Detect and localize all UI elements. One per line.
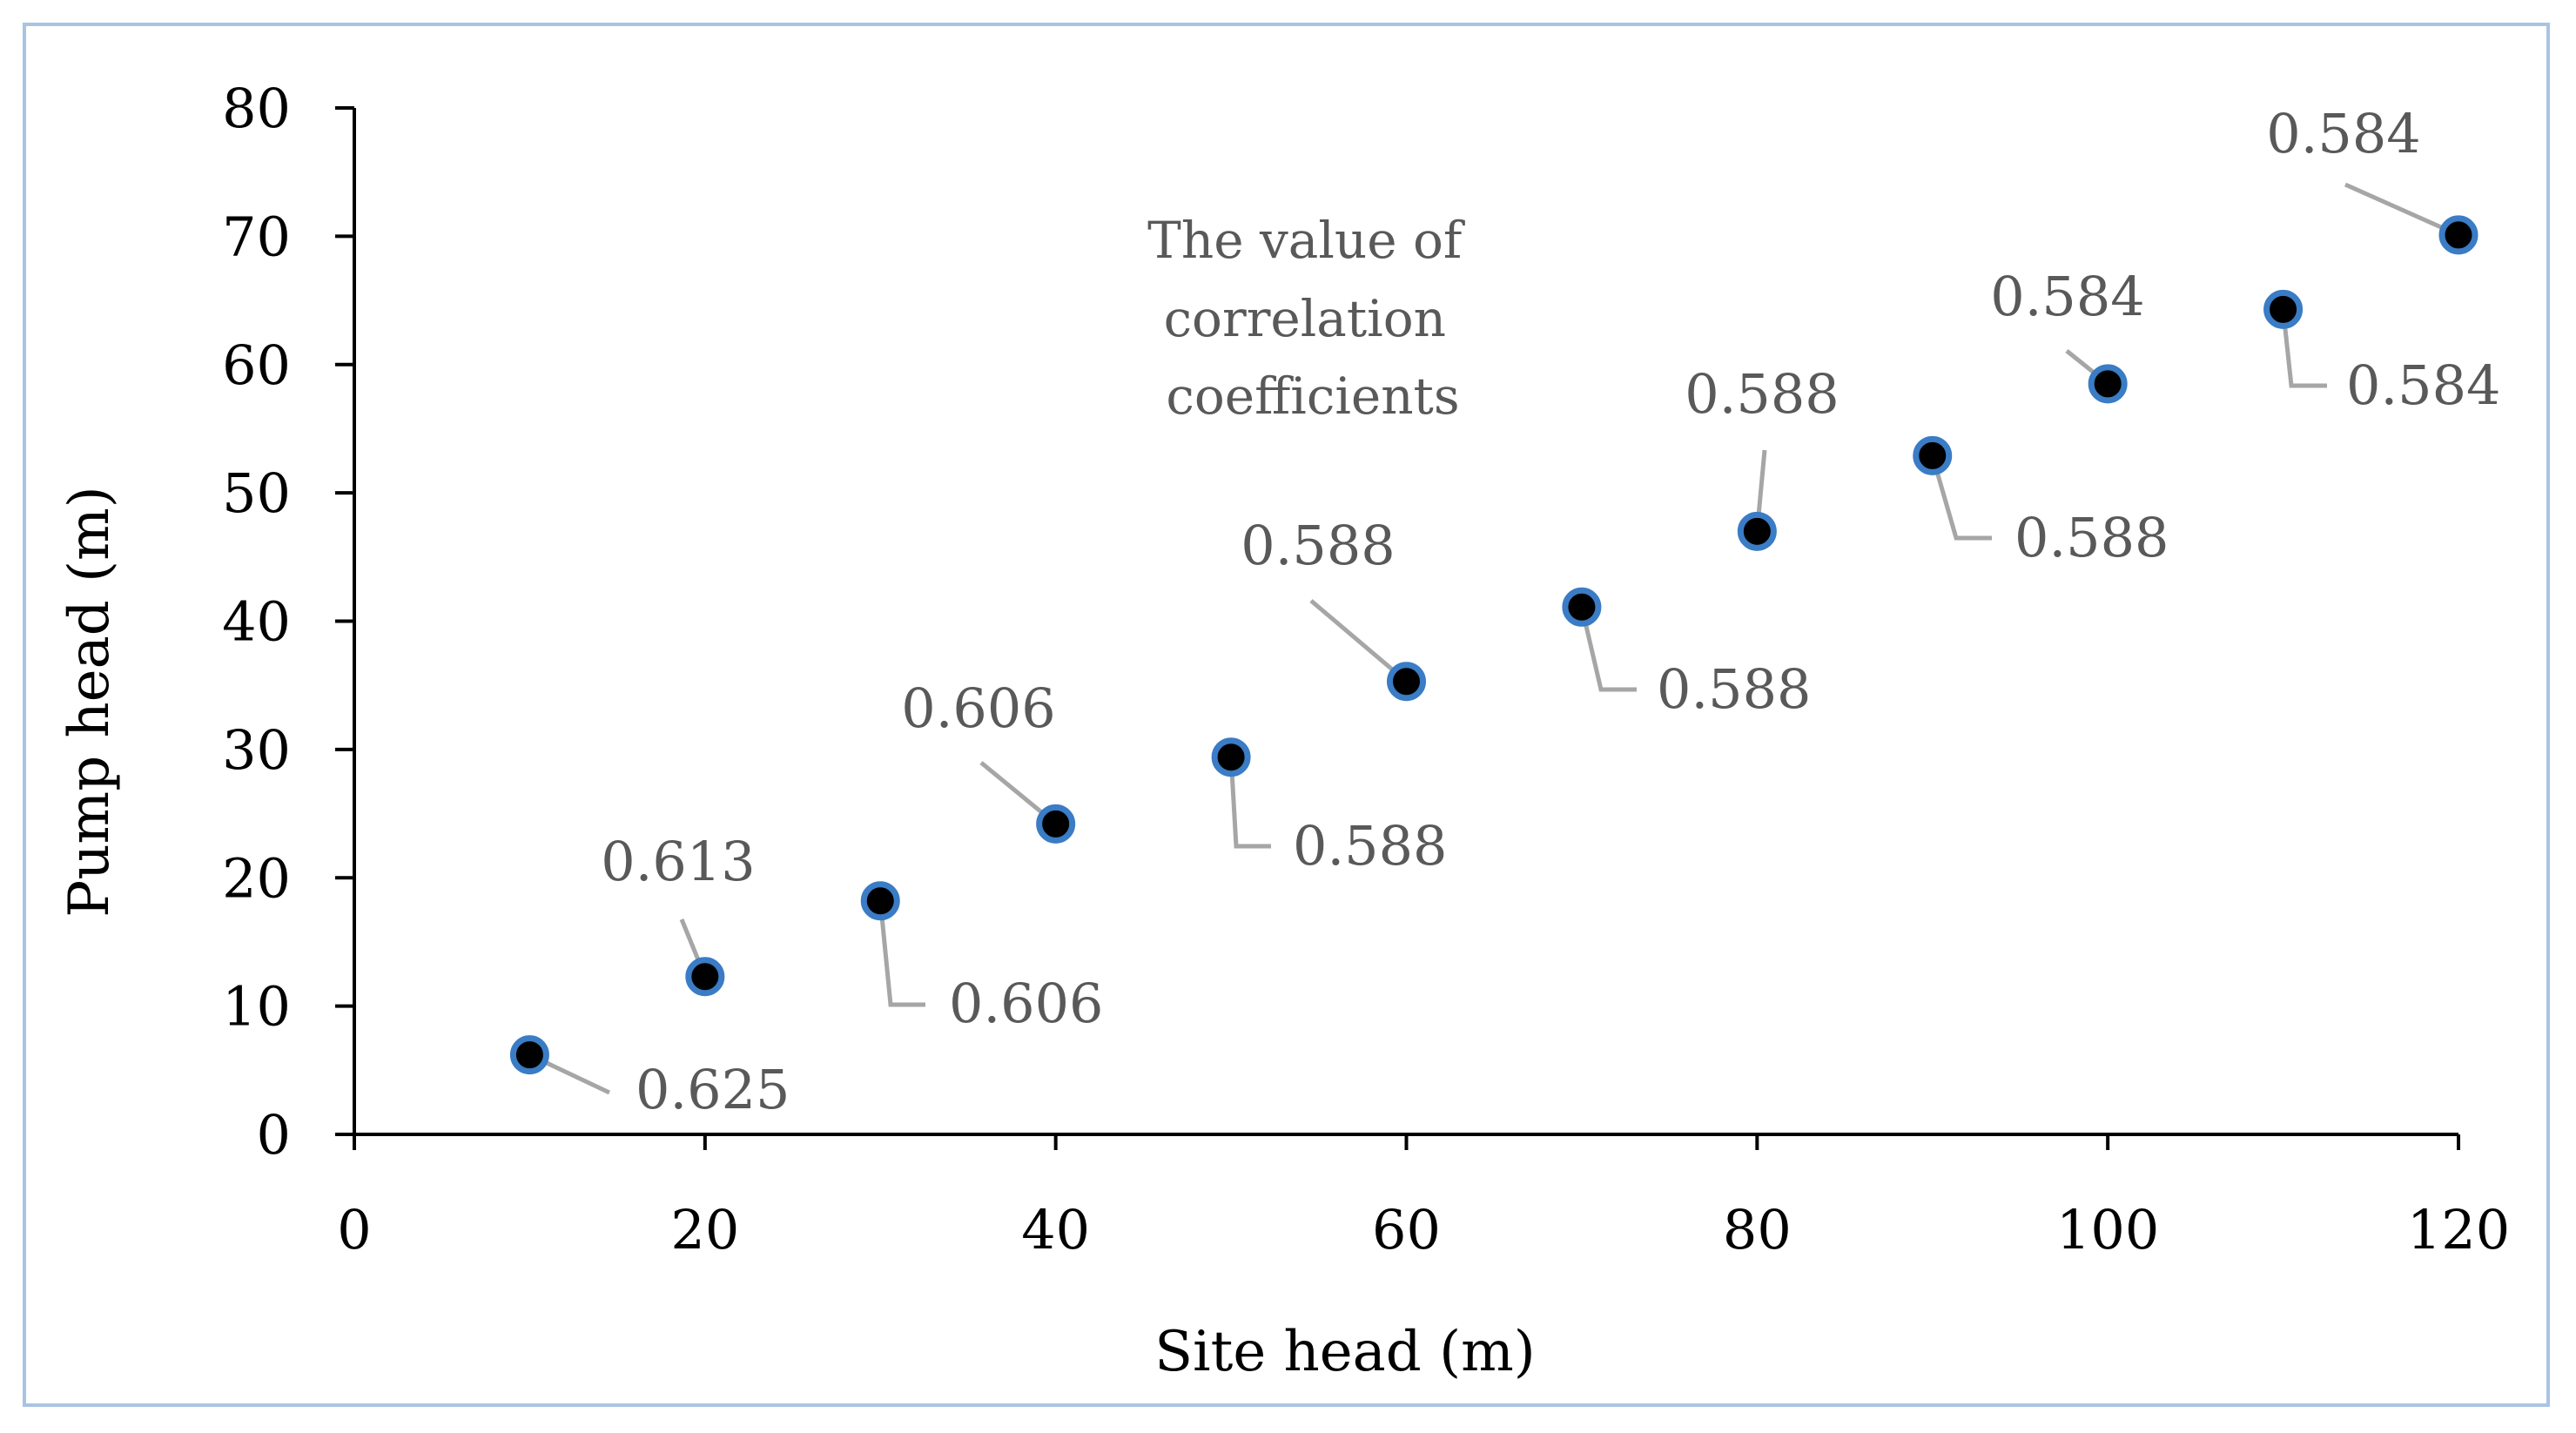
data-label: 0.584 xyxy=(2346,353,2501,417)
data-label: 0.606 xyxy=(949,972,1104,1035)
leader-line xyxy=(1309,599,1409,683)
x-tick-label: 100 xyxy=(2056,1198,2159,1261)
y-tick-label: 80 xyxy=(222,77,291,140)
y-tick-label: 0 xyxy=(257,1103,291,1167)
y-tick-label: 20 xyxy=(222,846,291,910)
x-tick-label: 60 xyxy=(1372,1198,1441,1261)
data-label: 0.625 xyxy=(636,1058,790,1121)
leader-line xyxy=(878,900,925,1007)
data-points xyxy=(509,215,2478,1075)
data-label: 0.588 xyxy=(1293,814,1448,878)
x-ticks: 0 20 40 60 80 100 120 xyxy=(337,1134,2510,1261)
data-label: 0.588 xyxy=(2014,506,2169,569)
x-axis-title: Site head (m) xyxy=(1154,1320,1535,1384)
leader-lines xyxy=(528,182,2460,1095)
y-tick-label: 60 xyxy=(222,333,291,397)
data-label: 0.588 xyxy=(1685,362,1840,426)
y-tick-label: 30 xyxy=(222,718,291,782)
data-point xyxy=(509,1035,549,1075)
data-labels: 0.625 0.613 0.606 0.606 0.588 0.588 0.588 0.588… xyxy=(601,102,2500,1121)
data-label: 0.584 xyxy=(1990,265,2145,328)
leader-line xyxy=(2344,182,2460,238)
data-point xyxy=(1913,435,1953,475)
data-point xyxy=(860,881,900,921)
y-tick-label: 10 xyxy=(222,975,291,1039)
y-tick-label: 40 xyxy=(222,590,291,654)
data-label: 0.613 xyxy=(601,830,756,893)
data-point xyxy=(1737,511,1777,551)
data-label: 0.606 xyxy=(901,676,1056,740)
y-tick-label: 50 xyxy=(222,461,291,525)
x-tick-label: 120 xyxy=(2407,1198,2510,1261)
leader-line xyxy=(1228,757,1271,849)
x-tick-label: 80 xyxy=(1723,1198,1792,1261)
leader-line xyxy=(1579,606,1637,692)
annotation-line: coefficients xyxy=(1166,367,1459,426)
x-tick-label: 20 xyxy=(670,1198,739,1261)
data-point xyxy=(1211,737,1251,777)
y-ticks: 0 10 20 30 40 50 60 70 80 xyxy=(222,77,354,1167)
data-point xyxy=(2438,215,2478,255)
x-tick-label: 40 xyxy=(1021,1198,1090,1261)
leader-line xyxy=(1930,454,1992,541)
y-tick-label: 70 xyxy=(222,205,291,268)
y-axis-title: Pump head (m) xyxy=(57,486,122,917)
data-point xyxy=(2263,289,2304,329)
data-label: 0.588 xyxy=(1241,514,1396,577)
chart-frame xyxy=(23,23,2550,1407)
data-label: 0.584 xyxy=(2266,102,2421,165)
data-point xyxy=(1387,662,1426,702)
x-tick-label: 0 xyxy=(337,1198,371,1261)
annotation-line: The value of xyxy=(1147,211,1465,270)
data-label: 0.588 xyxy=(1657,657,1812,721)
data-point xyxy=(2088,364,2128,404)
data-point xyxy=(685,957,725,997)
data-point xyxy=(1562,587,1602,627)
data-point xyxy=(1036,804,1076,844)
annotation-line: correlation xyxy=(1164,289,1446,348)
leader-line xyxy=(2281,309,2327,388)
annotation: The value of correlation coefficients xyxy=(1147,211,1478,426)
